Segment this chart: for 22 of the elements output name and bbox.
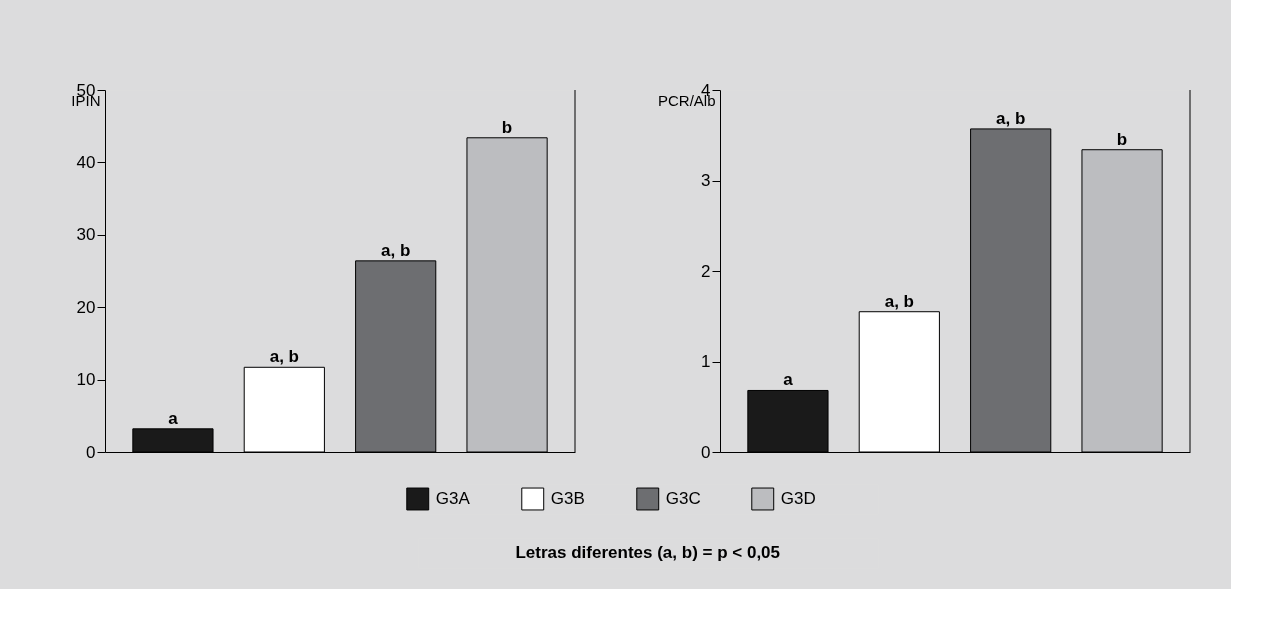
y-tick-label: 0 (86, 442, 96, 462)
data-label: b (501, 117, 513, 137)
data-label: a, b (996, 108, 1026, 128)
data-label: a, b (269, 347, 299, 367)
legend-label: G3C (665, 489, 701, 508)
data-label: a (168, 408, 179, 428)
y-tick-label: 0 (701, 442, 711, 462)
y-tick-label: 2 (701, 261, 711, 281)
legend-label: G3D (780, 489, 816, 508)
data-label: a, b (884, 291, 914, 311)
data-label: a (783, 370, 794, 390)
y-tick-label: 30 (76, 225, 96, 245)
text: Letras diferentes (a, b) = p < 0,05 (515, 543, 781, 562)
y-tick-label: 20 (76, 297, 96, 317)
y-tick-label: 10 (76, 370, 96, 390)
legend-label: G3A (435, 489, 471, 508)
data-label: b (1116, 129, 1128, 149)
legend-label: G3B (550, 489, 585, 508)
data-label: a, b (381, 240, 411, 260)
y-tick-label: 3 (701, 171, 711, 190)
y-tick-label: 1 (701, 352, 711, 371)
y-tick-label: 40 (76, 152, 96, 172)
